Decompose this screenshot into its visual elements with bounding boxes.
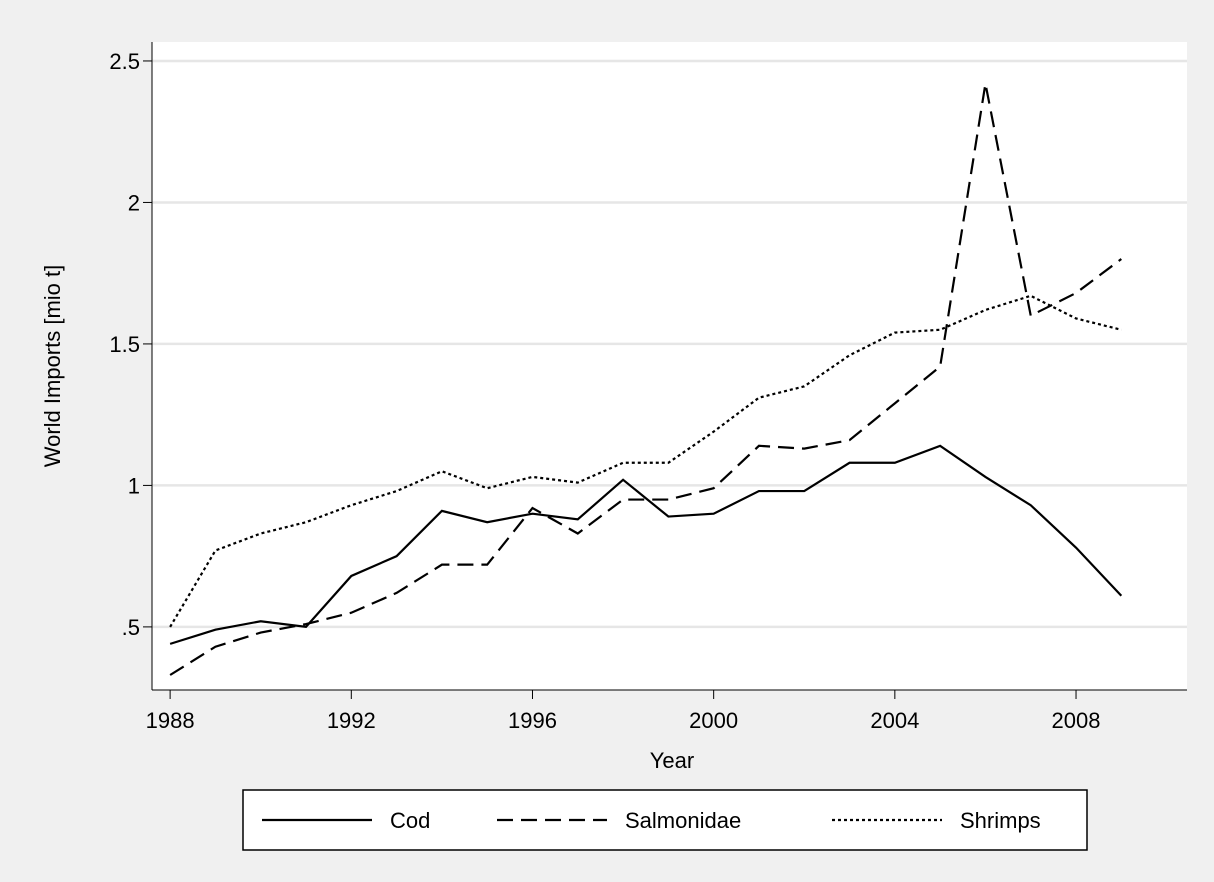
- series-line: [169, 83, 1122, 676]
- x-tick-label: 2000: [689, 708, 738, 733]
- y-axis-label: World Imports [mio t]: [40, 265, 65, 468]
- legend-label: Cod: [390, 808, 430, 833]
- x-tick-label: 1992: [327, 708, 376, 733]
- x-tick-label: 1988: [146, 708, 195, 733]
- series-line: [169, 294, 1122, 628]
- y-tick-label: 1.5: [109, 332, 140, 357]
- plot-area: [152, 42, 1187, 690]
- y-tick-label: 2: [128, 190, 140, 215]
- series-line: [169, 444, 1123, 645]
- y-tick-label: 2.5: [109, 49, 140, 74]
- y-tick-label: .5: [122, 615, 140, 640]
- legend-label: Salmonidae: [625, 808, 741, 833]
- y-tick-label: 1: [128, 473, 140, 498]
- legend-box: [242, 789, 1088, 851]
- x-tick-label: 2008: [1052, 708, 1101, 733]
- x-axis-label: Year: [650, 748, 694, 773]
- legend-label: Shrimps: [960, 808, 1041, 833]
- x-tick-label: 1996: [508, 708, 557, 733]
- x-tick-label: 2004: [870, 708, 919, 733]
